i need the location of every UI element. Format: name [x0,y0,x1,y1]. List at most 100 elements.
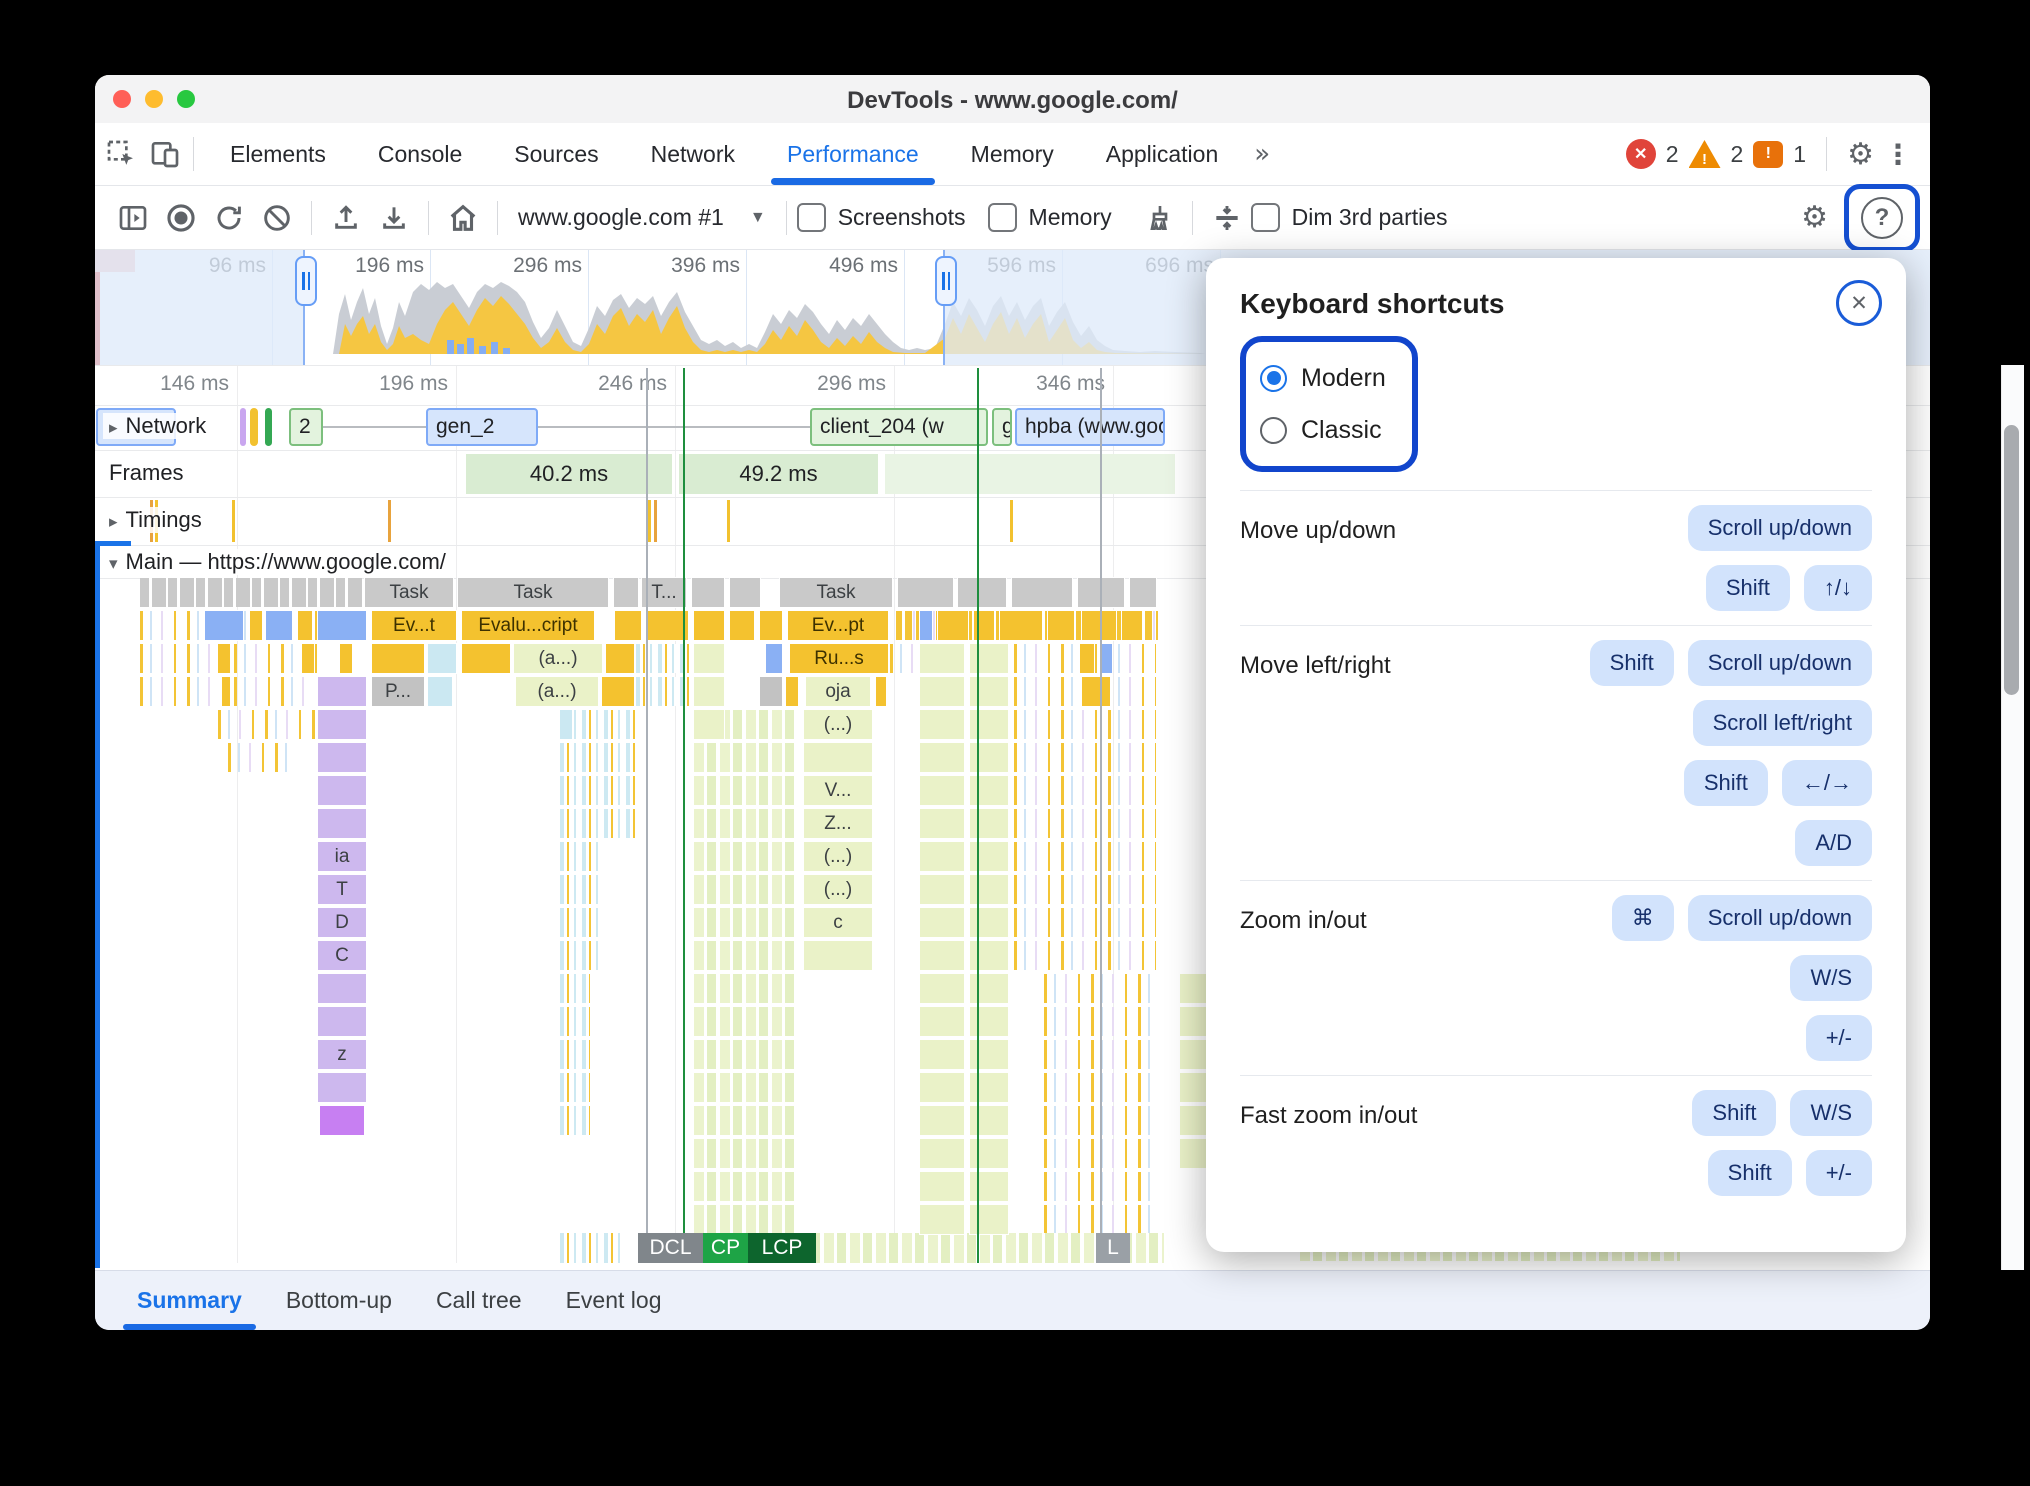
chevron-down-icon: ▼ [749,208,766,226]
radio-label: Classic [1301,415,1382,444]
bottom-tab-summary[interactable]: Summary [115,1271,264,1330]
tab-elements[interactable]: Elements [230,140,326,167]
overview-tick-label: 396 ms [671,254,740,277]
window-title: DevTools - www.google.com/ [847,87,1178,114]
shortcut-action-label: Move left/right [1240,652,1391,679]
shortcut-key-row: Shift ←/→ [1683,760,1872,806]
inspect-element-icon[interactable] [103,136,139,172]
bottom-tab-bottom-up[interactable]: Bottom-up [285,1287,392,1313]
popup-title: Keyboard shortcuts [1240,288,1505,319]
download-profile-icon[interactable] [374,198,414,238]
dim-3rd-parties-checkbox[interactable] [1250,203,1280,232]
shortcut-key-row: W/S [1790,955,1872,1001]
shortcut-key: +/- [1805,1150,1872,1196]
screenshots-checkbox[interactable] [796,203,826,232]
overview-gridline [746,250,747,365]
shortcut-key-row: Scroll left/right [1692,700,1872,746]
shortcut-key: Shift [1589,640,1674,686]
shortcut-section: Move left/right Shift Scroll up/down Scroll… [1240,625,1872,880]
shortcut-section: Zoom in/out ⌘ Scroll up/down W/S +/- [1240,880,1872,1075]
overview-dim-left [95,250,304,365]
shortcut-key: W/S [1790,955,1872,1001]
separator [1826,137,1828,171]
shortcut-keys: Scroll up/down Shift ↑/↓ [1560,505,1872,611]
device-toolbar-icon[interactable] [147,136,183,172]
shortcut-sections: Move up/down Scroll up/down Shift ↑/↓ Move l… [1240,490,1872,1210]
radio-label: Modern [1301,363,1386,392]
shortcut-key-row: Shift W/S [1692,1090,1872,1136]
overview-tick-label: 196 ms [355,254,424,277]
selection-left-handle[interactable] [295,256,317,306]
shortcut-key: ⌘ [1611,895,1674,941]
radio-option-modern[interactable]: Modern [1260,352,1398,404]
bottom-tabbar: Summary Bottom-up Call tree Event log [95,1270,1930,1330]
clear-icon[interactable] [257,198,297,238]
zoom-window-button[interactable] [177,90,195,108]
tab-performance[interactable]: Performance [761,123,945,185]
minimize-window-button[interactable] [145,90,163,108]
shortcut-action-label: Move up/down [1240,517,1397,544]
panel-tabs: Elements Console Sources Network Performance… [204,123,1244,185]
shortcut-keys: ⌘ Scroll up/down W/S +/- [1560,895,1872,1061]
radio-unselected-icon[interactable] [1260,416,1287,444]
error-badge-icon[interactable]: ✕ [1625,139,1656,169]
shortcut-keys: Shift Scroll up/down Scroll left/right Shif… [1560,640,1872,866]
shortcuts-help-highlight-ring: ? [1844,183,1920,252]
shortcut-key-row: Shift Scroll up/down [1589,640,1872,686]
dim-3rd-parties-label: Dim 3rd parties [1291,204,1448,230]
shortcut-section: Move up/down Scroll up/down Shift ↑/↓ [1240,490,1872,625]
tab-network[interactable]: Network [650,140,735,167]
shortcut-key: Shift [1705,565,1790,611]
performance-toolbar: www.google.com #1 ▼ Screenshots Memory D… [95,183,1930,252]
warning-count: 2 [1730,140,1744,167]
tab-sources[interactable]: Sources [514,140,599,167]
reload-record-icon[interactable] [209,198,249,238]
memory-checkbox[interactable] [987,203,1017,232]
shortcut-key: Scroll up/down [1687,640,1872,686]
more-tabs-icon[interactable]: » [1254,139,1271,169]
upload-profile-icon[interactable] [326,198,366,238]
tab-application[interactable]: Application [1105,140,1219,167]
home-icon[interactable] [443,198,483,238]
warning-badge-icon[interactable]: ! [1688,140,1721,168]
record-button[interactable] [161,198,201,238]
kebab-menu-icon[interactable]: ⋮ [1884,137,1912,171]
shortcut-key-row: A/D [1795,820,1872,866]
separator [193,137,194,171]
separator [311,200,312,235]
tab-underline [123,1324,256,1330]
tab-memory[interactable]: Memory [970,140,1054,167]
selection-left-edge [303,250,305,365]
profile-select[interactable]: www.google.com #1 ▼ [518,204,766,231]
close-window-button[interactable] [113,90,131,108]
issue-badge-icon[interactable]: ! [1753,140,1784,168]
selection-right-handle[interactable] [935,256,957,306]
memory-label: Memory [1028,204,1112,230]
radio-option-classic[interactable]: Classic [1260,404,1398,456]
toggle-sidebar-icon[interactable] [113,198,153,238]
shortcut-keys: Shift W/S Shift +/- [1560,1090,1872,1196]
shortcut-key: ↑/↓ [1803,565,1872,611]
shortcut-key: +/- [1805,1015,1872,1061]
vertical-scrollbar-thumb[interactable] [2004,425,2019,695]
tab-console[interactable]: Console [377,140,463,167]
tab-underline [771,178,935,185]
shortcut-key: W/S [1790,1090,1872,1136]
shortcuts-help-button[interactable]: ? [1861,196,1903,239]
gc-brush-icon[interactable] [1138,198,1178,238]
settings-gear-icon[interactable]: ⚙ [1847,136,1874,172]
radio-selected-icon[interactable] [1260,364,1287,392]
collapse-tracks-icon[interactable] [1207,198,1247,238]
shortcut-style-radio-group-highlight: Modern Classic [1240,336,1418,472]
perf-settings-gear-icon[interactable]: ⚙ [1801,200,1828,235]
bottom-tab-event-log[interactable]: Event log [565,1287,662,1313]
separator [428,200,429,235]
shortcut-key: Shift [1692,1090,1777,1136]
shortcut-key-row: Shift +/- [1707,1150,1872,1196]
shortcut-action-label: Fast zoom in/out [1240,1102,1418,1129]
bottom-tab-call-tree[interactable]: Call tree [435,1287,522,1313]
shortcut-key: Scroll up/down [1687,895,1872,941]
error-count: 2 [1665,140,1679,167]
popup-close-button[interactable]: ✕ [1836,280,1882,326]
